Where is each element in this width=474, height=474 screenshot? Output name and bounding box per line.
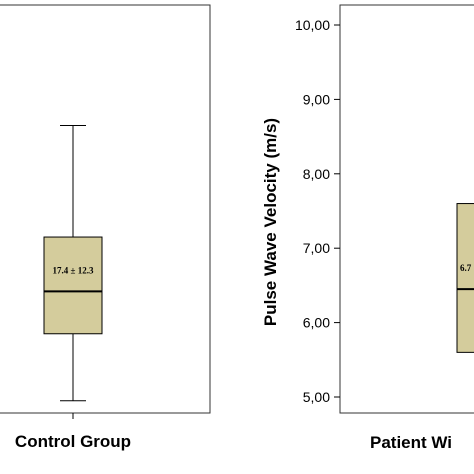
- y-axis-ticks: 5,00 6,00 7,00 8,00 9,00 10,00: [295, 17, 340, 405]
- iqr-box: [456, 203, 474, 353]
- left-plot-frame: [0, 4, 211, 414]
- x-label-patient-group: Patient Wi: [370, 433, 452, 452]
- x-label-control-group: Control Group: [15, 432, 131, 451]
- box-annotation: 6.7: [460, 263, 472, 273]
- iqr-box: [43, 236, 103, 335]
- y-tick-label: 7,00: [303, 240, 330, 256]
- control-panel: 17.4 ± 12.3 Control Group: [0, 4, 211, 451]
- y-tick-label: 8,00: [303, 166, 330, 182]
- box-annotation: 17.4 ± 12.3: [53, 265, 94, 275]
- y-tick-label: 9,00: [303, 91, 330, 107]
- control-boxplot: 17.4 ± 12.3: [43, 124, 103, 402]
- y-axis-title: Pulse Wave Velocity (m/s): [261, 118, 280, 326]
- y-tick-label: 10,00: [295, 17, 330, 33]
- y-tick-label: 5,00: [303, 389, 330, 405]
- patient-boxplot: 6.7: [456, 203, 474, 353]
- y-tick-label: 6,00: [303, 315, 330, 331]
- patient-panel: 5,00 6,00 7,00 8,00 9,00 10,00 6.7 Pulse Wave…: [261, 4, 474, 452]
- right-plot-frame: [339, 4, 474, 414]
